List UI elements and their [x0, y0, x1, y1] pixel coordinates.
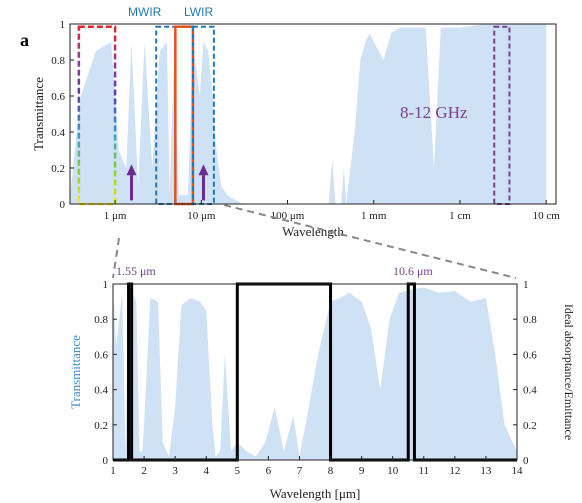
visible-band-box: [77, 25, 117, 206]
bottom-xtick-label: 5: [235, 465, 241, 477]
top-transmittance-area: [70, 24, 547, 204]
bottom-xtick-label: 11: [418, 465, 429, 477]
bottom-transmittance-area: [113, 287, 517, 460]
mwir-label: MWIR: [128, 5, 162, 19]
bottom-y2tick-label: 0.6: [523, 349, 537, 361]
bottom-ytick-label: 0.2: [94, 420, 108, 432]
bottom-yticks: 0 0.2 0.4 0.6 0.8 1: [94, 279, 117, 467]
bottom-transmittance-series: [113, 287, 517, 460]
bottom-xtick-label: 6: [266, 465, 272, 477]
bottom-xtick-label: 8: [328, 465, 334, 477]
bottom-y2label: Ideal absorptance/Emittance: [562, 304, 576, 440]
zoom-connector-right: [223, 204, 517, 279]
bottom-y2tick-label: 1: [523, 279, 529, 291]
arrow-head-1: [198, 164, 209, 176]
bottom-xtick-label: 14: [512, 465, 524, 477]
top-ytick-label: 1: [60, 19, 66, 31]
top-xticks: 1 μm 10 μm 100 μm 1 mm 1 cm 10 cm: [104, 200, 560, 222]
top-xtick-label: 1 μm: [104, 210, 127, 222]
bottom-xtick-label: 3: [172, 465, 178, 477]
bottom-xtick-label: 4: [203, 465, 209, 477]
bottom-xtick-label: 10: [387, 465, 399, 477]
top-ytick-label: 0.2: [51, 163, 65, 175]
bottom-xtick-label: 7: [297, 465, 303, 477]
bottom-ytick-label: 0: [103, 455, 109, 467]
top-xtick-label: 100 μm: [271, 210, 305, 222]
top-ytick-label: 0: [60, 199, 66, 211]
top-transmittance-series: [70, 24, 547, 204]
top-arrows: [126, 164, 209, 201]
top-xtick-label: 1 mm: [361, 210, 387, 222]
top-ylabel: Transmittance: [31, 77, 46, 151]
top-xtick-label: 10 μm: [187, 210, 216, 222]
bottom-xlabel: Wavelength [μm]: [270, 486, 361, 501]
bottom-ytick-label: 0.4: [94, 385, 108, 397]
bottom-ytick-label: 0.6: [94, 349, 108, 361]
bottom-y2tick-label: 0.4: [523, 385, 537, 397]
top-xlabel: Wavelength: [282, 224, 344, 239]
arrow-head-0: [126, 164, 137, 176]
top-ytick-label: 0.4: [51, 127, 65, 139]
bottom-chart: 1 2 3 4 5 6 7 8 9 10 11 12 13 14 00.20.40.60.81 00.20…: [68, 264, 576, 501]
top-yticks: 0 0.2 0.4 0.6 0.8 1: [51, 19, 74, 211]
bottom-xtick-label: 12: [449, 465, 460, 477]
top-chart: 1 μm 10 μm 100 μm 1 mm 1 cm 10 cm 00.20.40.60…: [31, 5, 560, 239]
bottom-xtick-label: 13: [480, 465, 492, 477]
top-xtick-label: 10 cm: [533, 210, 561, 222]
bottom-y2tick-label: 0.8: [523, 314, 537, 326]
bottom-xtick-label: 9: [359, 465, 365, 477]
top-plot-frame: [69, 23, 557, 205]
bottom-xticks: 1 2 3 4 5 6 7 8 9 10 11 12 13 14: [110, 456, 523, 477]
lwir-label: LWIR: [184, 5, 213, 19]
annotation-10600nm: 10.6 μm: [393, 264, 433, 278]
bottom-y2tick-label: 0: [523, 455, 529, 467]
bottom-y2ticks: 0 0.2 0.4 0.6 0.8 1: [513, 279, 537, 467]
top-ytick-label: 0.6: [51, 91, 65, 103]
bottom-xtick-label: 2: [141, 465, 147, 477]
bottom-ytick-label: 0.8: [94, 314, 108, 326]
bottom-plot-frame: [112, 283, 518, 461]
bottom-y2tick-label: 0.2: [523, 420, 537, 432]
bottom-xtick-label: 1: [110, 465, 116, 477]
zoom-connector-left: [112, 237, 120, 279]
bottom-ylabel: Transmittance: [68, 335, 83, 409]
ghz-label: 8-12 GHz: [400, 103, 468, 122]
panel-label: a: [20, 30, 29, 50]
annotation-1550nm: 1.55 μm: [116, 264, 156, 278]
top-xtick-label: 1 cm: [449, 210, 471, 222]
top-ytick-label: 0.8: [51, 55, 65, 67]
bottom-ytick-label: 1: [103, 279, 109, 291]
